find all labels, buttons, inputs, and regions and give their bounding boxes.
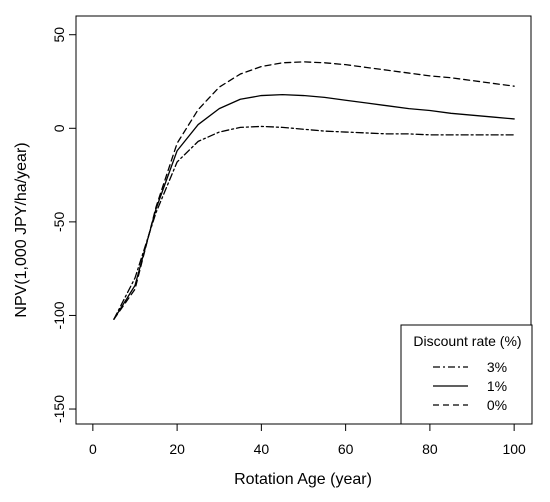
plot-frame bbox=[75, 15, 532, 425]
x-tick-label: 40 bbox=[254, 441, 270, 457]
series-line-1pct bbox=[113, 93, 515, 320]
legend-title: Discount rate (%) bbox=[413, 333, 521, 349]
x-tick-label: 60 bbox=[338, 441, 354, 457]
legend-label-0pct: 0% bbox=[487, 397, 507, 413]
series-line-0pct bbox=[113, 61, 515, 320]
x-axis-title: Rotation Age (year) bbox=[234, 471, 372, 488]
series-line-3pct bbox=[113, 125, 515, 320]
y-axis-title: NPV(1,000 JPY/ha/year) bbox=[13, 142, 30, 317]
legend-label-3pct: 3% bbox=[487, 359, 507, 375]
y-tick-label: 0 bbox=[51, 124, 67, 132]
y-tick-label: -100 bbox=[51, 301, 67, 329]
x-tick-label: 0 bbox=[89, 441, 97, 457]
legend-label-1pct: 1% bbox=[487, 378, 507, 394]
axes: 0 20 40 60 80 100 -150 -100 -50 0 50 bbox=[51, 15, 532, 457]
x-tick-label: 20 bbox=[169, 441, 185, 457]
legend: Discount rate (%) 3% 1% 0% bbox=[400, 324, 533, 425]
series-lines bbox=[113, 61, 515, 320]
x-tick-label: 100 bbox=[502, 441, 526, 457]
y-tick-label: 50 bbox=[51, 27, 67, 43]
y-tick-label: -150 bbox=[51, 395, 67, 423]
x-tick-label: 80 bbox=[422, 441, 438, 457]
legend-box bbox=[400, 324, 533, 425]
y-tick-label: -50 bbox=[51, 212, 67, 232]
